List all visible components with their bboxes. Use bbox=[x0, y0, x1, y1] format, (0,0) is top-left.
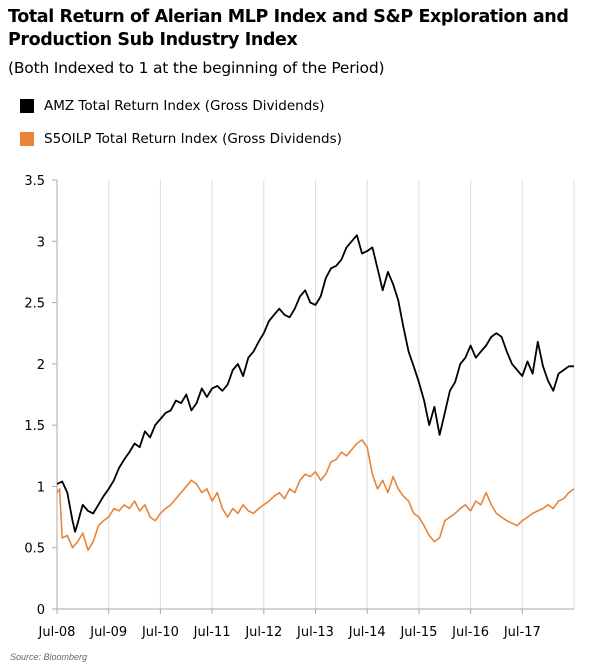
y-tick-label: 2.5 bbox=[24, 297, 45, 312]
x-tick-label: Jul-11 bbox=[193, 625, 231, 640]
legend-item-s5oilp: S5OILP Total Return Index (Gross Dividen… bbox=[20, 129, 342, 149]
y-tick-label: 0.5 bbox=[24, 542, 45, 557]
source-note: Source: Bloomberg bbox=[10, 652, 88, 662]
legend-swatch-amz bbox=[20, 99, 34, 113]
amz-series-line bbox=[56, 234, 574, 533]
y-tick-label: 1.5 bbox=[24, 419, 45, 434]
legend-swatch-s5oilp bbox=[20, 132, 34, 146]
x-tick-label: Jul-12 bbox=[244, 625, 282, 640]
legend-label-amz: AMZ Total Return Index (Gross Dividends) bbox=[44, 98, 325, 114]
y-tick-label: 1 bbox=[37, 480, 45, 495]
s5oilp-series-line bbox=[56, 439, 575, 552]
x-tick-label: Jul-17 bbox=[503, 625, 541, 640]
x-tick-label: Jul-16 bbox=[451, 625, 489, 640]
x-tick-label: Jul-09 bbox=[89, 625, 127, 640]
y-tick-label: 2 bbox=[37, 358, 45, 373]
x-tick-label: Jul-14 bbox=[348, 625, 386, 640]
legend-label-s5oilp: S5OILP Total Return Index (Gross Dividen… bbox=[44, 131, 342, 147]
y-tick-label: 3.5 bbox=[24, 174, 45, 189]
y-tick-label: 0 bbox=[37, 603, 45, 618]
chart-subtitle: (Both Indexed to 1 at the beginning of t… bbox=[8, 59, 385, 77]
x-tick-label: Jul-15 bbox=[399, 625, 437, 640]
y-tick-label: 3 bbox=[37, 235, 45, 250]
chart-title: Total Return of Alerian MLP Index and S&… bbox=[8, 7, 569, 50]
x-tick-label: Jul-08 bbox=[38, 625, 76, 640]
x-tick-label: Jul-10 bbox=[141, 625, 179, 640]
legend-item-amz: AMZ Total Return Index (Gross Dividends) bbox=[20, 96, 342, 116]
legend: AMZ Total Return Index (Gross Dividends)… bbox=[20, 96, 342, 162]
x-tick-label: Jul-13 bbox=[296, 625, 334, 640]
